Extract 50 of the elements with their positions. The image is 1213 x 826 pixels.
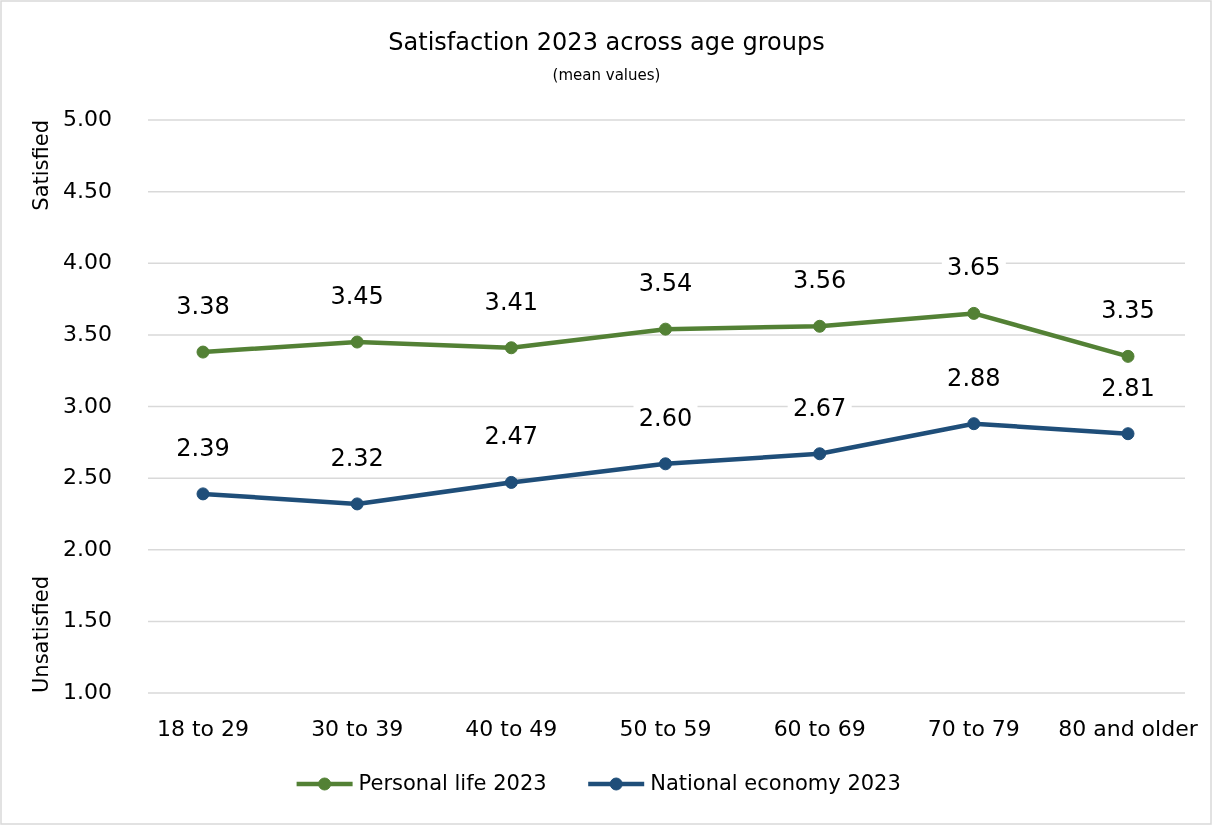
- point: [350, 335, 364, 349]
- data-label: 2.47: [484, 422, 539, 451]
- y-tick-label: 3.00: [63, 392, 112, 418]
- data-label: 3.56: [792, 266, 847, 295]
- point: [504, 341, 518, 355]
- x-tick-label: 50 to 59: [619, 716, 712, 741]
- y-tick-label: 4.00: [63, 249, 112, 275]
- data-label: 2.88: [947, 363, 1001, 392]
- data-label: 2.39: [176, 433, 230, 462]
- x-tick-label: 30 to 39: [311, 716, 404, 741]
- data-label: 3.45: [330, 282, 384, 311]
- point: [1121, 349, 1135, 363]
- point: [659, 322, 672, 336]
- data-label: 2.67: [792, 393, 847, 422]
- chart-subtitle: (mean values): [552, 66, 661, 84]
- chart-title: Satisfaction 2023 across age groups: [388, 28, 825, 56]
- legend-label: National economy 2023: [650, 771, 901, 795]
- y-tick-label: 2.00: [63, 535, 112, 561]
- x-tick-label: 40 to 49: [465, 716, 558, 741]
- x-tick-label: 80 and older: [1058, 716, 1199, 741]
- point: [1121, 427, 1135, 441]
- data-label: 2.60: [638, 403, 693, 432]
- data-label: 3.65: [947, 253, 1001, 282]
- point: [967, 306, 981, 320]
- y-tick-label: 4.50: [63, 177, 112, 203]
- point: [967, 417, 981, 431]
- y-tick-label: 2.50: [63, 464, 112, 490]
- legend-label: Personal life 2023: [358, 771, 547, 795]
- x-tick-label: 18 to 29: [156, 716, 250, 741]
- text: Satisfied: [29, 120, 53, 211]
- point: [196, 345, 210, 359]
- y-tick-label: 3.50: [63, 320, 112, 346]
- y-tick-label: 5.00: [63, 106, 112, 131]
- point: [350, 497, 364, 511]
- data-label: 2.32: [330, 443, 384, 472]
- data-label: 3.54: [638, 269, 693, 298]
- data-label: 3.35: [1101, 296, 1155, 325]
- point: [813, 447, 827, 461]
- data-label: 3.41: [484, 287, 539, 316]
- point: [813, 319, 827, 333]
- data-label: 2.81: [1101, 373, 1155, 402]
- point: [196, 487, 210, 501]
- y-tick-label: 1.00: [63, 679, 112, 704]
- point: [504, 475, 518, 489]
- x-tick-label: 70 to 79: [927, 716, 1020, 741]
- x-tick-label: 60 to 69: [773, 716, 866, 741]
- point: [659, 457, 672, 471]
- text: Unsatisfied: [29, 576, 53, 693]
- data-label: 3.38: [176, 292, 230, 321]
- y-tick-label: 1.50: [63, 607, 112, 633]
